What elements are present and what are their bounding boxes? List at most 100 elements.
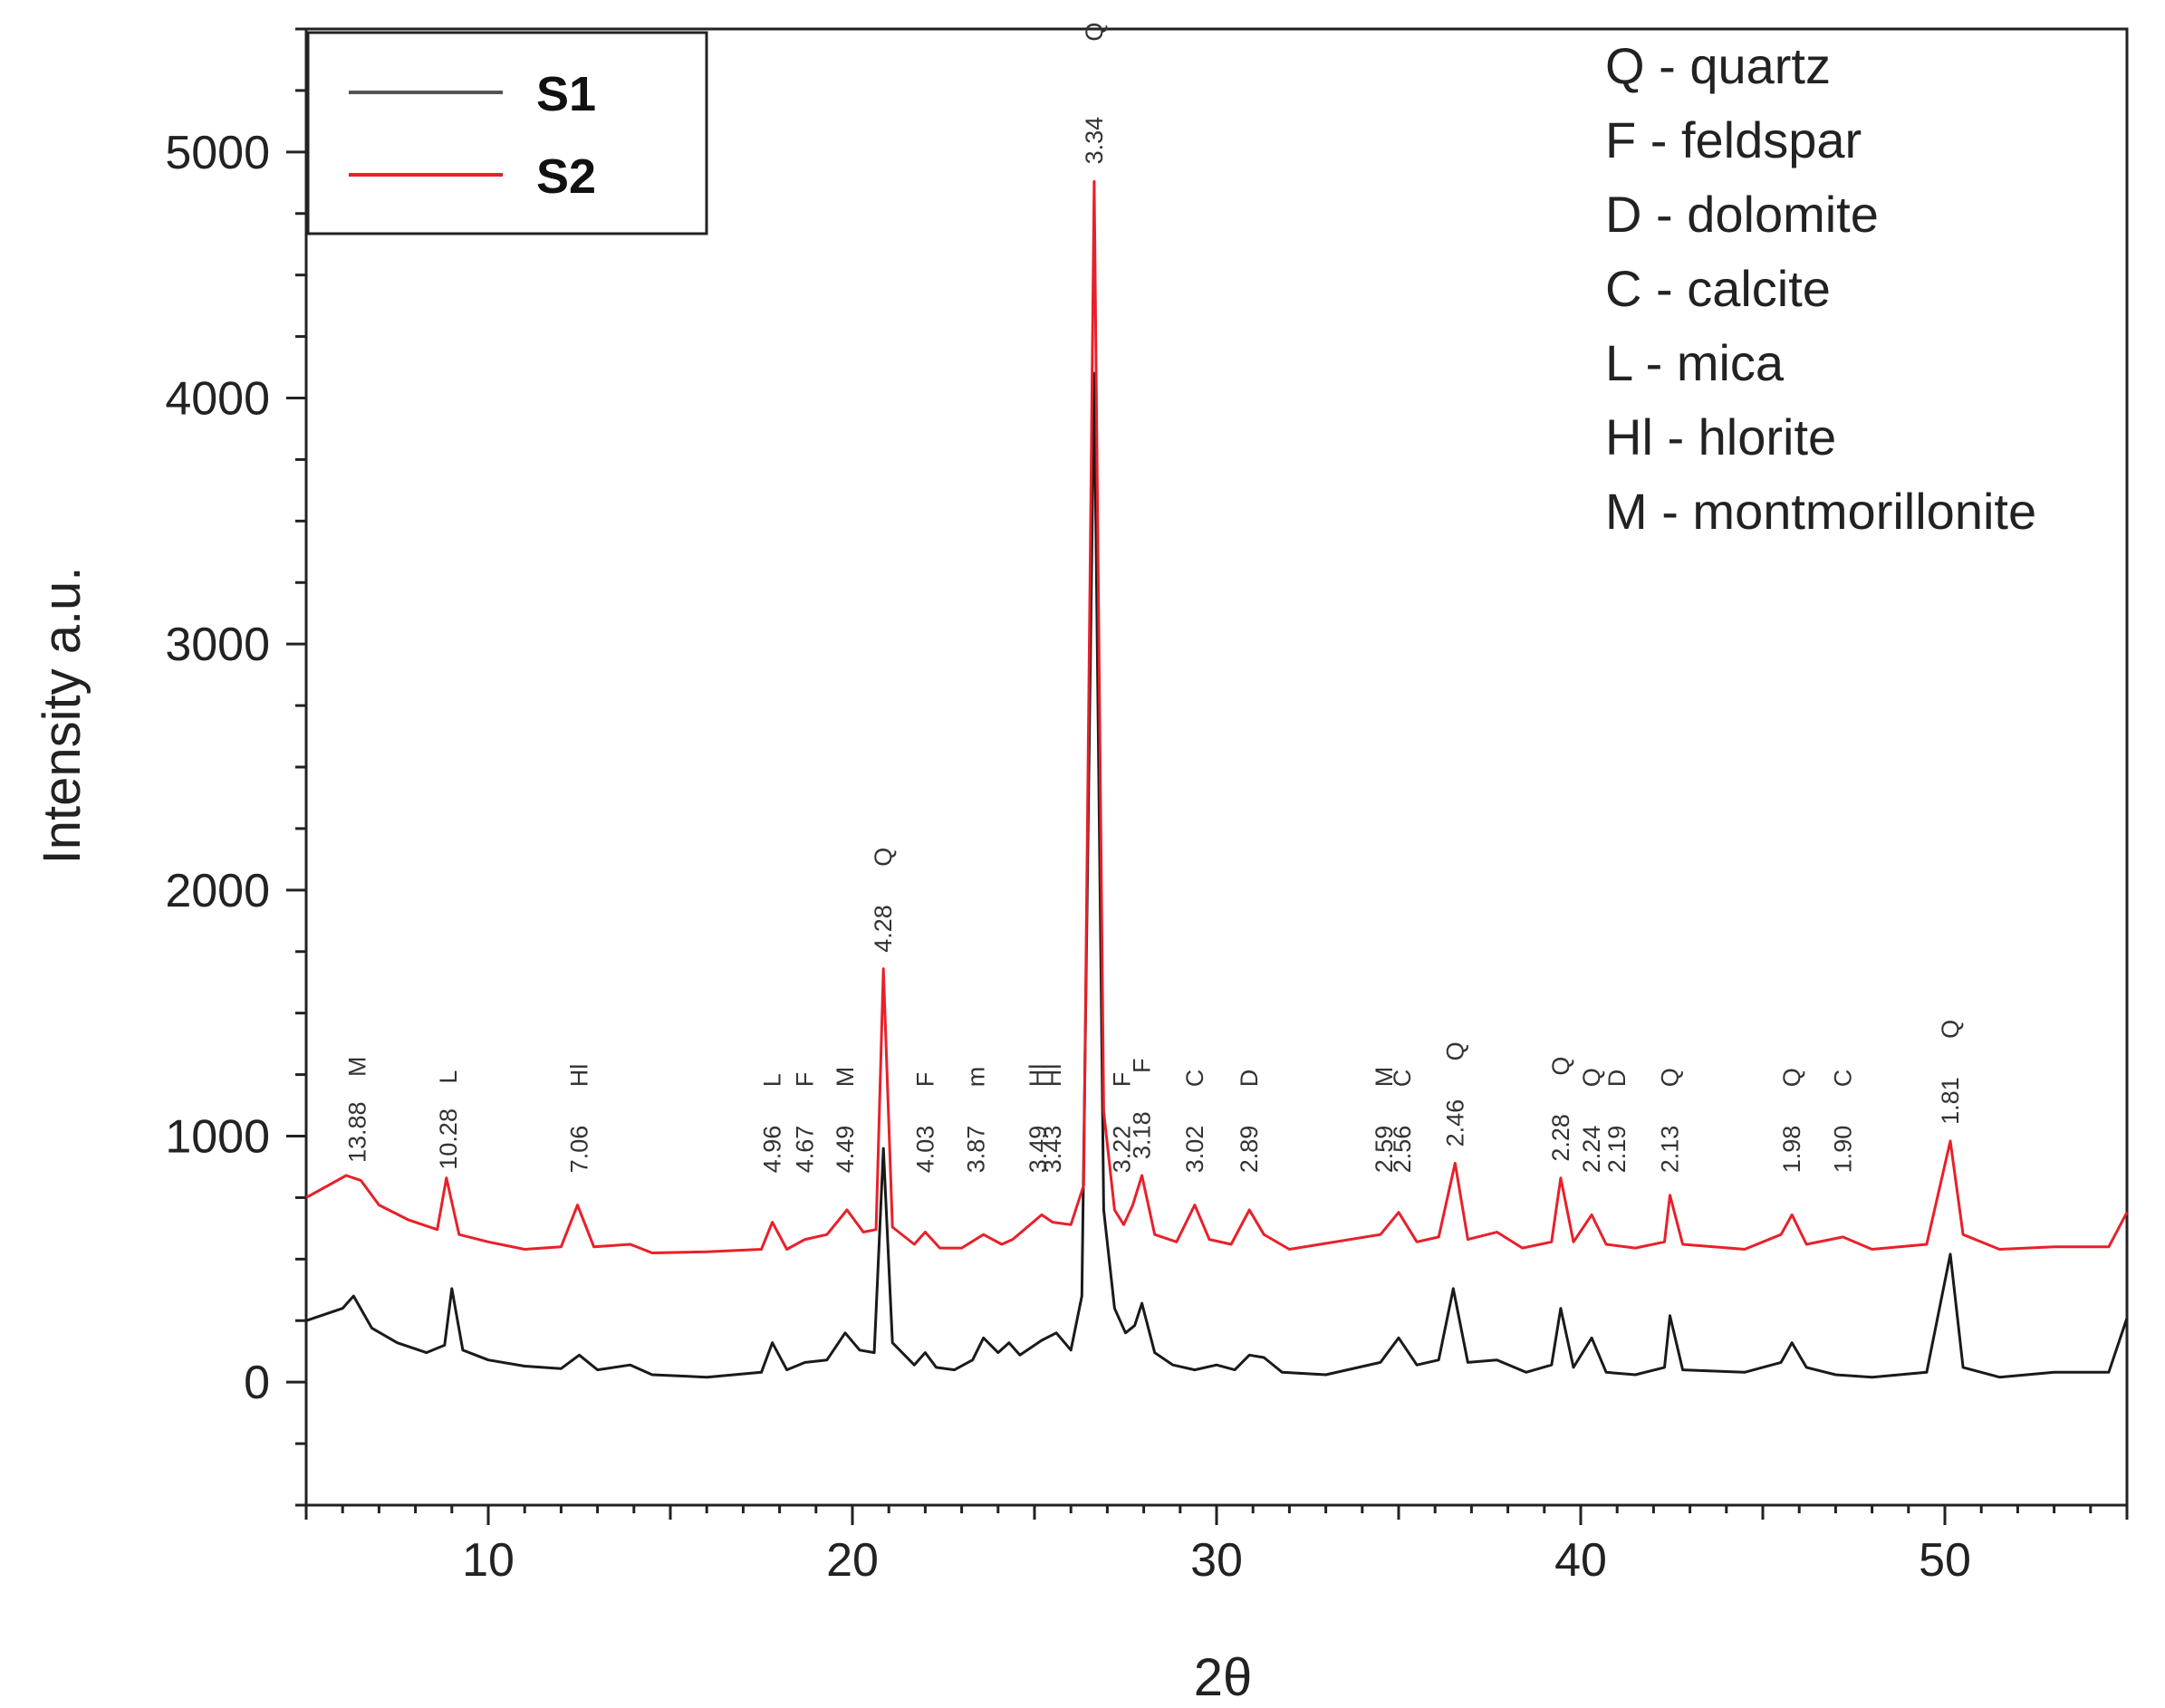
peak-d-spacing: 3.18	[1129, 1111, 1156, 1159]
x-tick-label: 20	[826, 1534, 879, 1587]
peak-d-spacing: 4.49	[832, 1126, 859, 1174]
peak-phase-letter: M	[832, 1067, 859, 1088]
peak-d-spacing: 3.22	[1108, 1126, 1135, 1174]
peak-d-spacing: 10.28	[435, 1108, 462, 1170]
peak-phase-letter: D	[1236, 1070, 1263, 1088]
y-tick-label: 4000	[165, 373, 270, 426]
peak-label: 4.49 M	[832, 1067, 859, 1174]
legend-box	[306, 31, 708, 235]
legend-label-s1: S1	[536, 67, 596, 121]
peak-phase-letter: L	[435, 1070, 462, 1084]
x-tick-label: 50	[1919, 1534, 1971, 1587]
peak-d-spacing: 4.96	[759, 1126, 786, 1174]
peak-label: 1.90 C	[1829, 1070, 1856, 1174]
peak-phase-letter: Hl	[566, 1064, 593, 1088]
peak-d-spacing: 2.89	[1236, 1126, 1263, 1174]
peak-phase-letter: Q	[1081, 23, 1108, 42]
peak-phase-letter: L	[759, 1073, 786, 1087]
peak-d-spacing: 3.49	[1025, 1126, 1052, 1174]
peak-phase-letter: Hl	[1025, 1064, 1052, 1088]
peak-label: 3.49 Hl	[1025, 1064, 1052, 1174]
peak-label: 3.34 Q	[1081, 23, 1108, 165]
peak-label: 2.46 Q	[1441, 1041, 1468, 1147]
peak-label: 4.67 F	[792, 1072, 819, 1174]
y-tick-label: 0	[244, 1357, 270, 1409]
y-axis-title: Intensity a.u.	[33, 567, 91, 865]
peak-phase-letter: Q	[1441, 1041, 1468, 1060]
phase-key-item: Hl - hlorite	[1605, 408, 1836, 465]
legend: S1 S2	[306, 31, 708, 235]
peak-phase-letter: F	[1129, 1058, 1156, 1073]
peak-d-spacing: 3.02	[1181, 1126, 1208, 1174]
series-line-s1	[305, 371, 2129, 1379]
peak-label: 2.28 Q	[1547, 1057, 1574, 1162]
peak-label: 3.02 C	[1181, 1070, 1208, 1174]
peak-d-spacing: 3.43	[1039, 1126, 1066, 1174]
axes: 10 20 30 40 50 0 1000 2000 3000 4000 5000	[165, 27, 2129, 1587]
peak-d-spacing: 2.19	[1603, 1126, 1631, 1174]
peak-d-spacing: 3.87	[963, 1126, 990, 1174]
peak-phase-letter: M	[343, 1057, 370, 1078]
peak-d-spacing: 7.06	[566, 1126, 593, 1174]
peak-d-spacing: 1.98	[1778, 1126, 1805, 1174]
peak-d-spacing: 2.46	[1441, 1099, 1468, 1147]
series-lines	[305, 179, 2129, 1379]
peak-d-spacing: 4.28	[870, 905, 897, 953]
peak-phase-letter: Q	[1656, 1068, 1683, 1087]
peak-phase-letter: Q	[1578, 1068, 1605, 1087]
peak-label: 3.22 F	[1108, 1072, 1135, 1174]
y-tick-label: 3000	[165, 619, 270, 671]
peak-label: 4.28 Q	[870, 848, 897, 953]
phase-key-item: Q - quartz	[1605, 37, 1831, 94]
legend-label-s2: S2	[536, 149, 596, 204]
peak-phase-letter: m	[963, 1067, 990, 1088]
phase-key-item: D - dolomite	[1605, 186, 1879, 243]
peak-phase-letter: C	[1829, 1070, 1856, 1088]
peak-label: 7.06 Hl	[566, 1064, 593, 1174]
peak-d-spacing: 4.67	[792, 1126, 819, 1174]
peak-phase-letter: Q	[1778, 1068, 1805, 1087]
phase-key-item: F - feldspar	[1605, 111, 1862, 168]
peak-label: 4.03 F	[911, 1072, 938, 1174]
y-tick-label: 1000	[165, 1111, 270, 1164]
peak-phase-letter: C	[1389, 1070, 1416, 1088]
peak-label: 2.89 D	[1236, 1070, 1263, 1174]
peak-d-spacing: 2.28	[1547, 1114, 1574, 1162]
peak-d-spacing: 4.03	[911, 1126, 938, 1174]
peak-label: 10.28 L	[435, 1070, 462, 1170]
peak-label: 1.81 Q	[1937, 1020, 1964, 1125]
peak-phase-letter: Q	[870, 848, 897, 867]
peak-label: 2.13 Q	[1656, 1068, 1683, 1173]
y-tick-label: 2000	[165, 865, 270, 917]
peak-phase-letter: D	[1603, 1070, 1631, 1088]
phase-key-item: L - mica	[1605, 334, 1785, 391]
peak-d-spacing: 1.90	[1829, 1126, 1856, 1174]
peak-label: 4.96 L	[759, 1073, 786, 1173]
peak-label: 3.87 m	[963, 1067, 990, 1174]
peak-phase-letter: C	[1181, 1070, 1208, 1088]
peak-label: 3.43 Hl	[1039, 1064, 1066, 1174]
peak-phase-letter: Hl	[1039, 1064, 1066, 1088]
peak-label: 2.24 Q	[1578, 1068, 1605, 1173]
peak-phase-letter: Q	[1547, 1057, 1574, 1076]
series-line-s2	[305, 179, 2129, 1254]
peak-label: 1.98 Q	[1778, 1068, 1805, 1173]
peak-label: 2.56 C	[1389, 1070, 1416, 1174]
phase-key-item: M - montmorillonite	[1605, 483, 2036, 540]
peak-phase-letter: F	[1108, 1072, 1135, 1088]
peak-label: 2.59 M	[1371, 1067, 1398, 1174]
x-axis-title: 2θ	[1194, 1648, 1253, 1707]
x-tick-label: 10	[462, 1534, 515, 1587]
peak-phase-letter: F	[911, 1072, 938, 1088]
plot-frame	[304, 27, 2129, 1507]
peak-d-spacing: 2.13	[1656, 1126, 1683, 1174]
peak-phase-letter: M	[1371, 1067, 1398, 1088]
peak-annotations: 13.88M10.28L7.06Hl4.96L4.67F4.49M4.28Q4.…	[343, 23, 1964, 1174]
peak-label: 3.18 F	[1129, 1058, 1156, 1159]
y-tick-label: 5000	[165, 127, 270, 179]
peak-d-spacing: 1.81	[1937, 1077, 1964, 1125]
peak-d-spacing: 2.56	[1389, 1126, 1416, 1174]
peak-label: 13.88 M	[343, 1057, 370, 1164]
peak-label: 2.19 D	[1603, 1070, 1631, 1174]
